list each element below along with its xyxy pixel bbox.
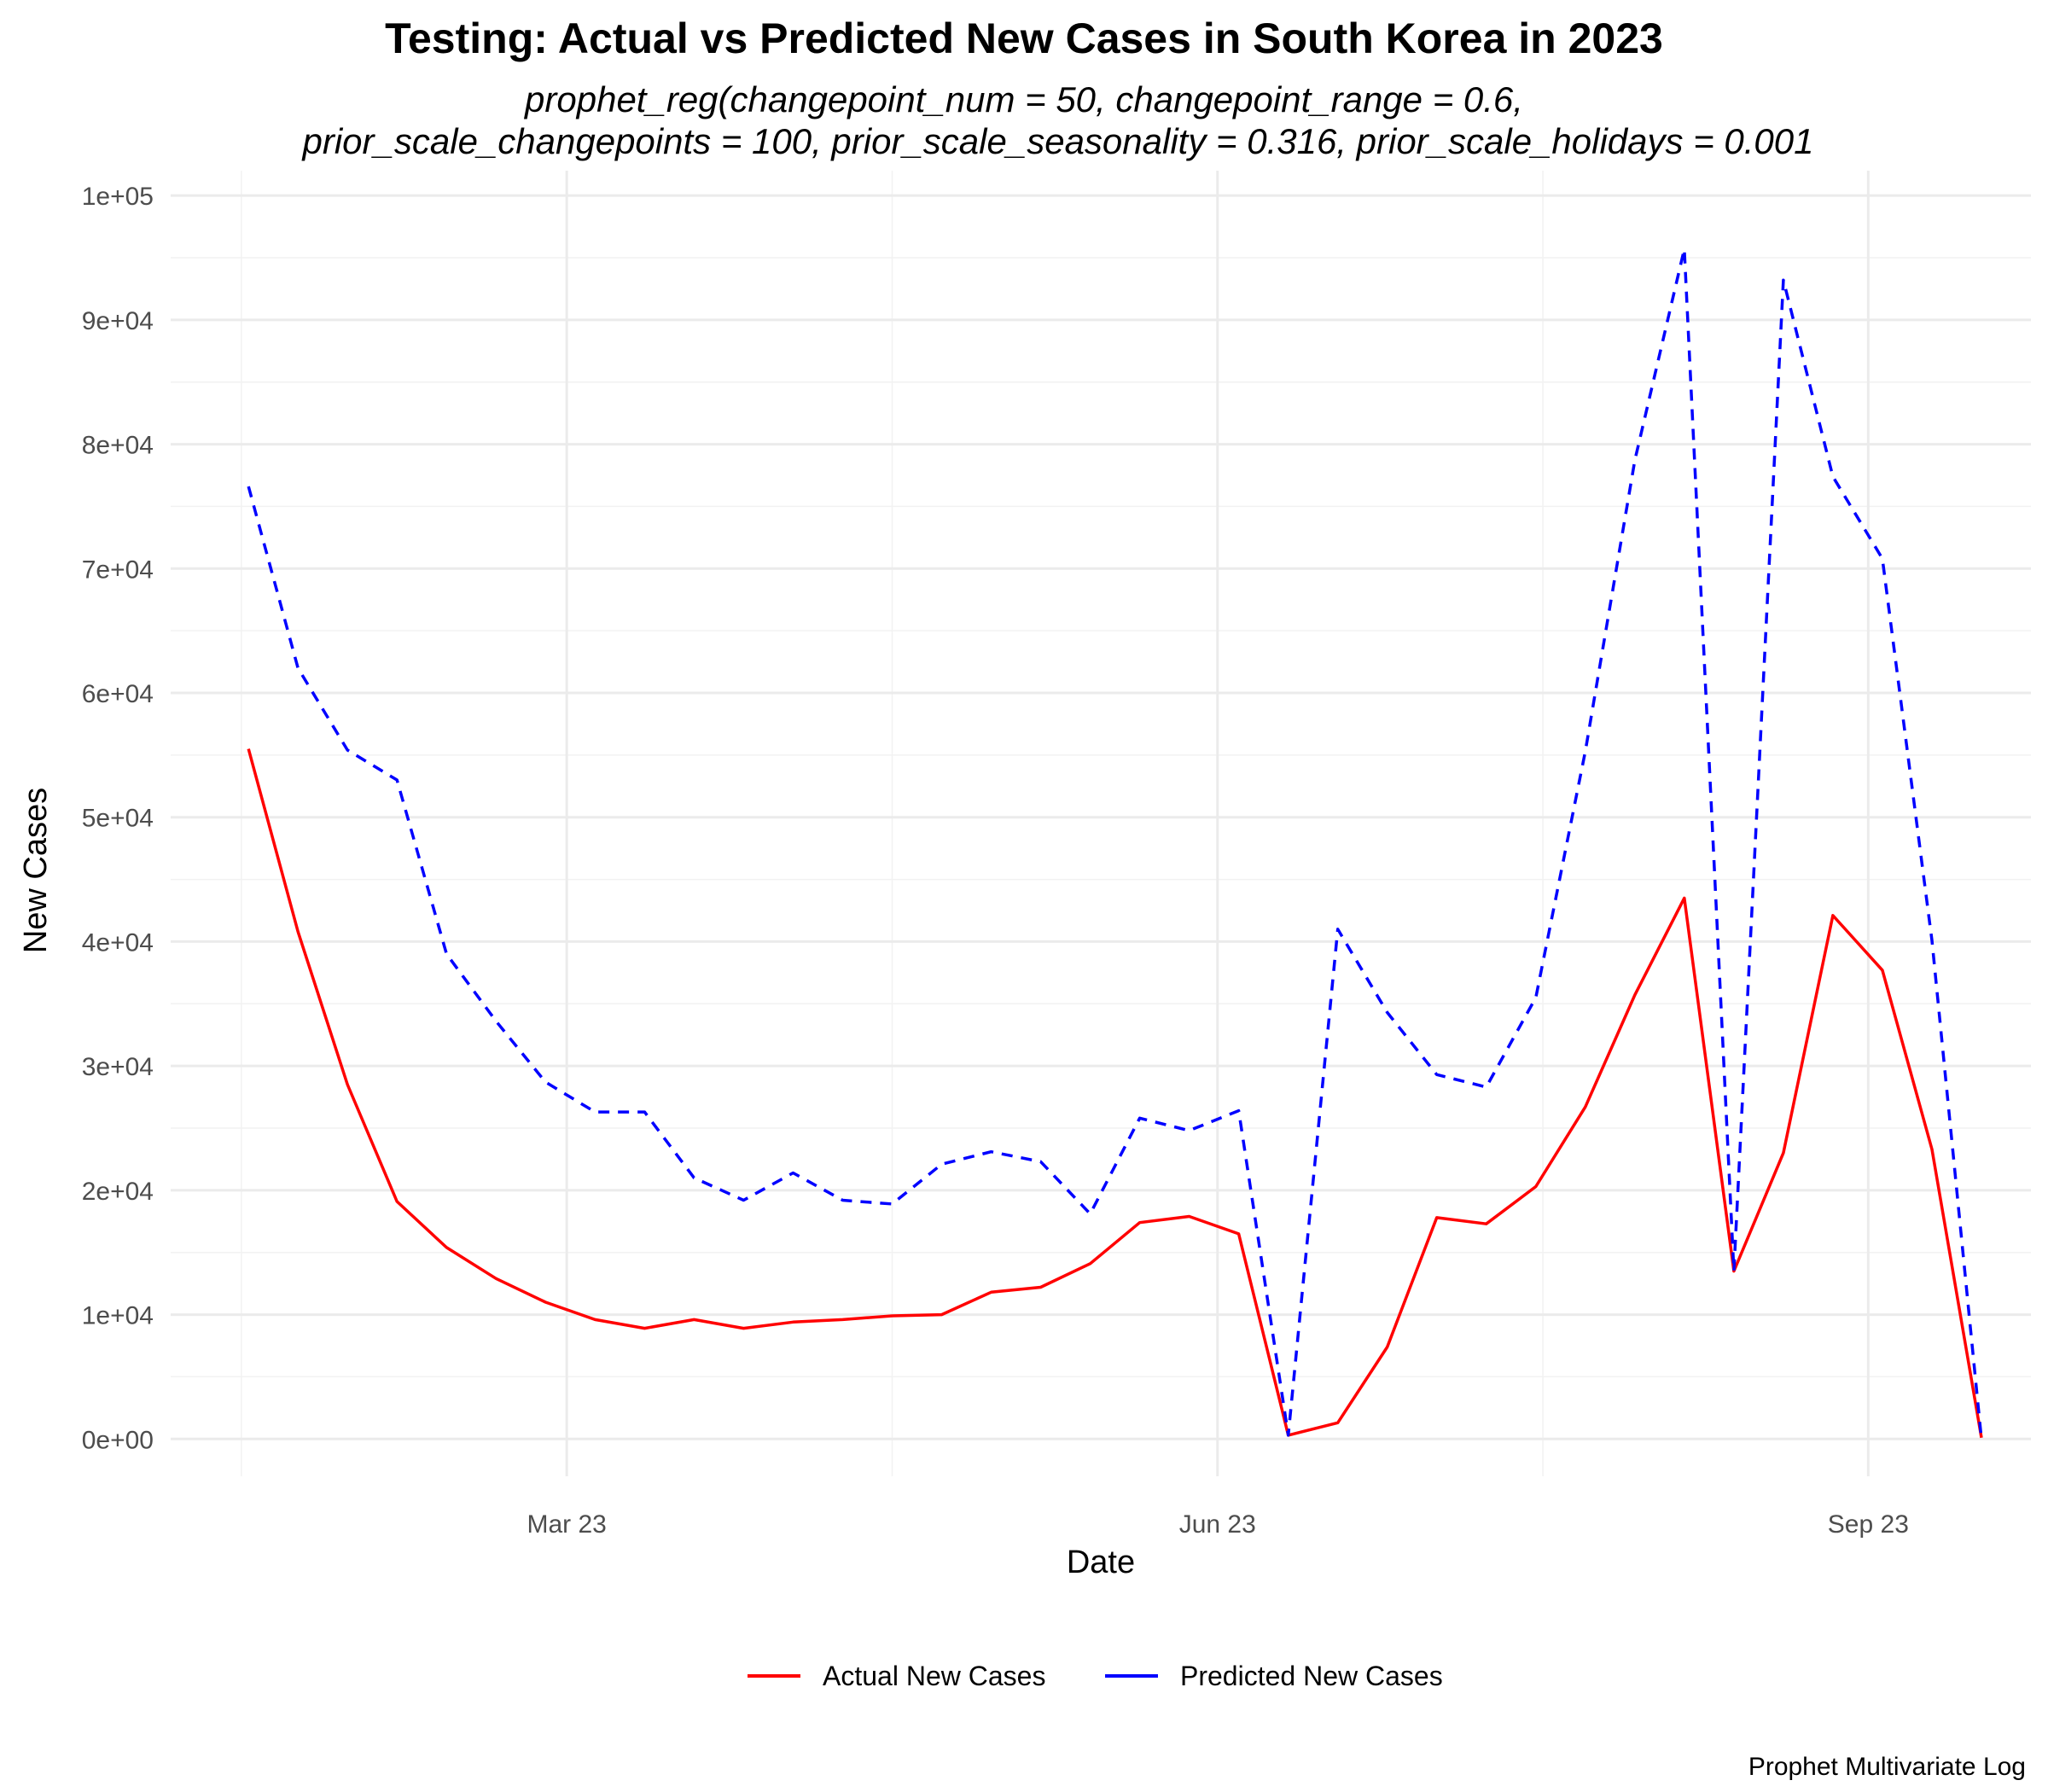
y-tick-label: 0e+00 [82,1426,154,1454]
y-axis-title: New Cases [18,788,54,953]
chart-caption: Prophet Multivariate Log [1748,1753,2026,1781]
y-axis-ticks: 0e+00 1e+04 2e+04 3e+04 4e+04 5e+04 6e+04 7e+04… [82,183,154,1454]
grid-lines [171,171,2031,1476]
y-tick-label: 8e+04 [82,432,154,460]
series-lines [247,247,1983,1440]
y-tick-label: 9e+04 [82,307,154,335]
x-axis-ticks: Mar 23 Jun 23 Sep 23 [527,1510,1908,1539]
y-tick-label: 3e+04 [82,1053,154,1081]
x-tick-label: Jun 23 [1179,1510,1256,1539]
y-tick-label: 2e+04 [82,1178,154,1206]
y-tick-label: 1e+05 [82,183,154,211]
y-tick-label: 7e+04 [82,556,154,584]
subtitle-line-2: prior_scale_changepoints = 100, prior_sc… [302,121,1814,161]
y-tick-label: 5e+04 [82,805,154,833]
legend: Actual New Cases Predicted New Cases [748,1661,1443,1691]
legend-label-actual-new-cases: Actual New Cases [823,1661,1045,1691]
x-tick-label: Mar 23 [527,1510,606,1539]
subtitle-line-1: prophet_reg(changepoint_num = 50, change… [525,79,1523,119]
series-line-predicted-new-cases [247,247,1983,1440]
y-tick-label: 1e+04 [82,1302,154,1330]
chart-title: Testing: Actual vs Predicted New Cases i… [385,15,1663,62]
chart-subtitle: prophet_reg(changepoint_num = 50, change… [0,79,2048,162]
x-tick-label: Sep 23 [1828,1510,1909,1539]
series-line-actual-new-cases [247,748,1983,1439]
x-axis-title: Date [1067,1545,1135,1580]
y-tick-label: 4e+04 [82,928,154,957]
legend-label-predicted-new-cases: Predicted New Cases [1180,1661,1443,1691]
y-tick-label: 6e+04 [82,680,154,708]
